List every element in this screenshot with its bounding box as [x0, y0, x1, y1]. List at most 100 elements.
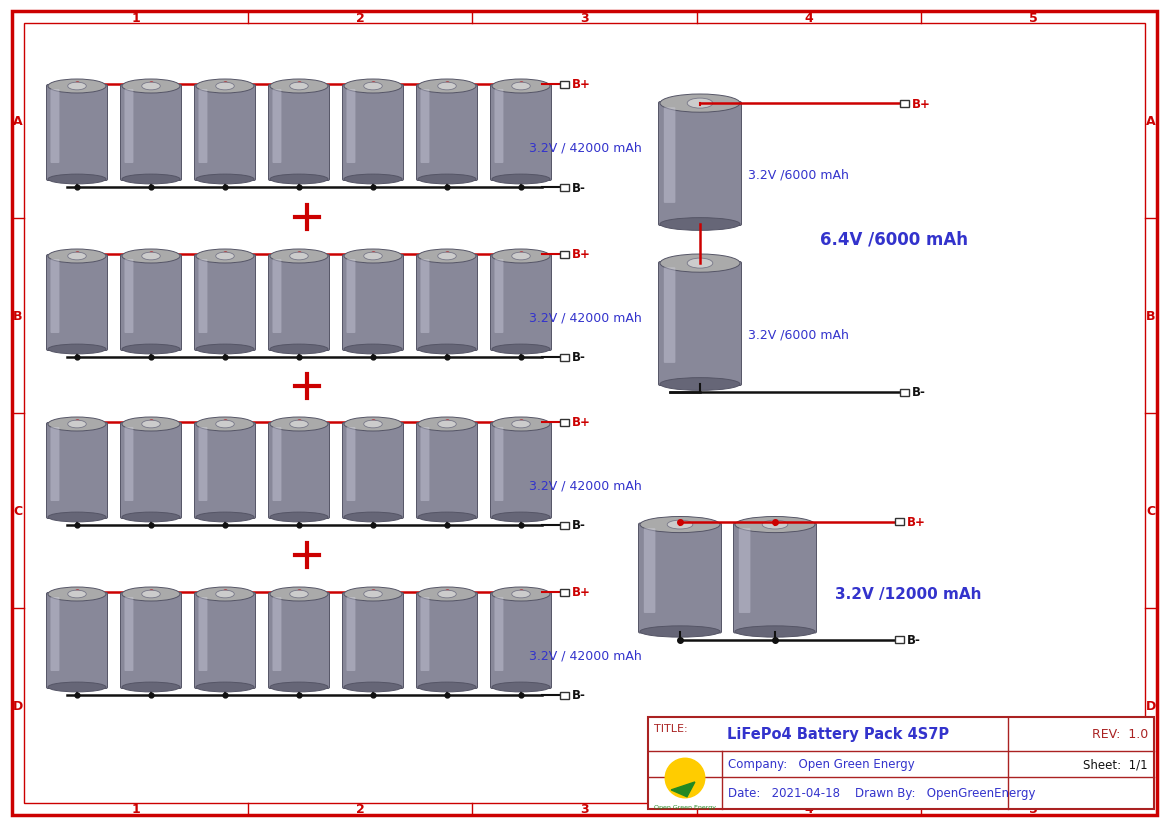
FancyBboxPatch shape	[124, 597, 133, 672]
Text: 3: 3	[580, 802, 589, 815]
Ellipse shape	[122, 682, 180, 692]
Text: LiFePo4 Battery Pack 4S7P: LiFePo4 Battery Pack 4S7P	[727, 727, 949, 742]
Ellipse shape	[48, 174, 106, 184]
Bar	[560, 354, 569, 361]
Bar	[560, 522, 569, 528]
Ellipse shape	[68, 83, 87, 91]
Ellipse shape	[419, 513, 476, 523]
Ellipse shape	[122, 345, 180, 355]
Ellipse shape	[419, 80, 476, 94]
FancyBboxPatch shape	[346, 260, 355, 333]
Text: Sheet:  1/1: Sheet: 1/1	[1084, 758, 1148, 771]
Text: 2: 2	[355, 802, 365, 815]
FancyBboxPatch shape	[638, 523, 721, 633]
Text: B-: B-	[907, 633, 921, 646]
Ellipse shape	[660, 378, 740, 391]
FancyBboxPatch shape	[491, 423, 552, 519]
Ellipse shape	[492, 587, 549, 601]
Ellipse shape	[48, 682, 106, 692]
Ellipse shape	[344, 587, 402, 601]
Ellipse shape	[216, 421, 234, 428]
Bar	[895, 636, 904, 643]
Text: B+: B+	[572, 586, 590, 599]
Ellipse shape	[216, 83, 234, 91]
Ellipse shape	[660, 218, 740, 231]
Ellipse shape	[216, 253, 234, 261]
FancyBboxPatch shape	[120, 85, 181, 181]
Ellipse shape	[344, 513, 402, 523]
FancyBboxPatch shape	[50, 597, 60, 672]
Ellipse shape	[68, 253, 87, 261]
FancyBboxPatch shape	[343, 593, 403, 689]
Ellipse shape	[492, 80, 549, 94]
Ellipse shape	[344, 80, 402, 94]
Bar	[900, 389, 909, 396]
FancyBboxPatch shape	[120, 593, 181, 689]
Text: B: B	[1147, 309, 1156, 323]
Ellipse shape	[270, 345, 328, 355]
Text: 1: 1	[132, 802, 140, 815]
Ellipse shape	[419, 587, 476, 601]
Text: B: B	[13, 309, 22, 323]
FancyBboxPatch shape	[194, 593, 256, 689]
FancyBboxPatch shape	[658, 262, 741, 386]
FancyBboxPatch shape	[664, 268, 676, 363]
FancyBboxPatch shape	[421, 90, 429, 164]
FancyBboxPatch shape	[199, 260, 207, 333]
Text: 3.2V / 42000 mAh: 3.2V / 42000 mAh	[530, 648, 642, 662]
Ellipse shape	[687, 259, 713, 269]
Text: C: C	[1147, 504, 1156, 518]
Text: 1: 1	[132, 12, 140, 25]
Bar	[900, 100, 909, 108]
FancyBboxPatch shape	[658, 103, 741, 227]
Ellipse shape	[196, 587, 254, 601]
FancyBboxPatch shape	[194, 256, 256, 351]
FancyBboxPatch shape	[416, 256, 477, 351]
Ellipse shape	[270, 80, 328, 94]
Ellipse shape	[492, 174, 549, 184]
Ellipse shape	[290, 83, 309, 91]
FancyBboxPatch shape	[491, 593, 552, 689]
Polygon shape	[671, 782, 694, 797]
FancyBboxPatch shape	[47, 85, 108, 181]
FancyBboxPatch shape	[733, 523, 816, 633]
Ellipse shape	[492, 250, 549, 264]
FancyBboxPatch shape	[199, 597, 207, 672]
Ellipse shape	[122, 250, 180, 264]
Ellipse shape	[364, 83, 382, 91]
Text: A: A	[1146, 115, 1156, 128]
Ellipse shape	[364, 421, 382, 428]
Text: TITLE:: TITLE:	[653, 723, 687, 733]
FancyBboxPatch shape	[416, 593, 477, 689]
FancyBboxPatch shape	[644, 528, 656, 613]
Text: D: D	[13, 699, 23, 712]
Circle shape	[665, 758, 705, 798]
Ellipse shape	[196, 418, 254, 432]
Ellipse shape	[364, 253, 382, 261]
Ellipse shape	[512, 253, 531, 261]
FancyBboxPatch shape	[47, 593, 108, 689]
Text: B+: B+	[912, 98, 931, 111]
Text: B-: B-	[572, 519, 586, 532]
FancyBboxPatch shape	[199, 90, 207, 164]
Text: 2: 2	[355, 12, 365, 25]
Text: 3.2V /6000 mAh: 3.2V /6000 mAh	[748, 169, 849, 181]
Ellipse shape	[122, 174, 180, 184]
Ellipse shape	[437, 590, 456, 598]
Ellipse shape	[762, 520, 788, 529]
Ellipse shape	[639, 626, 720, 638]
Text: A: A	[13, 115, 23, 128]
Text: B-: B-	[912, 386, 926, 399]
Ellipse shape	[270, 174, 328, 184]
Ellipse shape	[344, 682, 402, 692]
Text: B+: B+	[572, 248, 590, 261]
Ellipse shape	[122, 418, 180, 432]
Ellipse shape	[270, 587, 328, 601]
Ellipse shape	[290, 590, 309, 598]
FancyBboxPatch shape	[272, 260, 282, 333]
Ellipse shape	[48, 587, 106, 601]
Ellipse shape	[344, 250, 402, 264]
FancyBboxPatch shape	[124, 260, 133, 333]
Ellipse shape	[735, 517, 815, 533]
FancyBboxPatch shape	[194, 423, 256, 519]
